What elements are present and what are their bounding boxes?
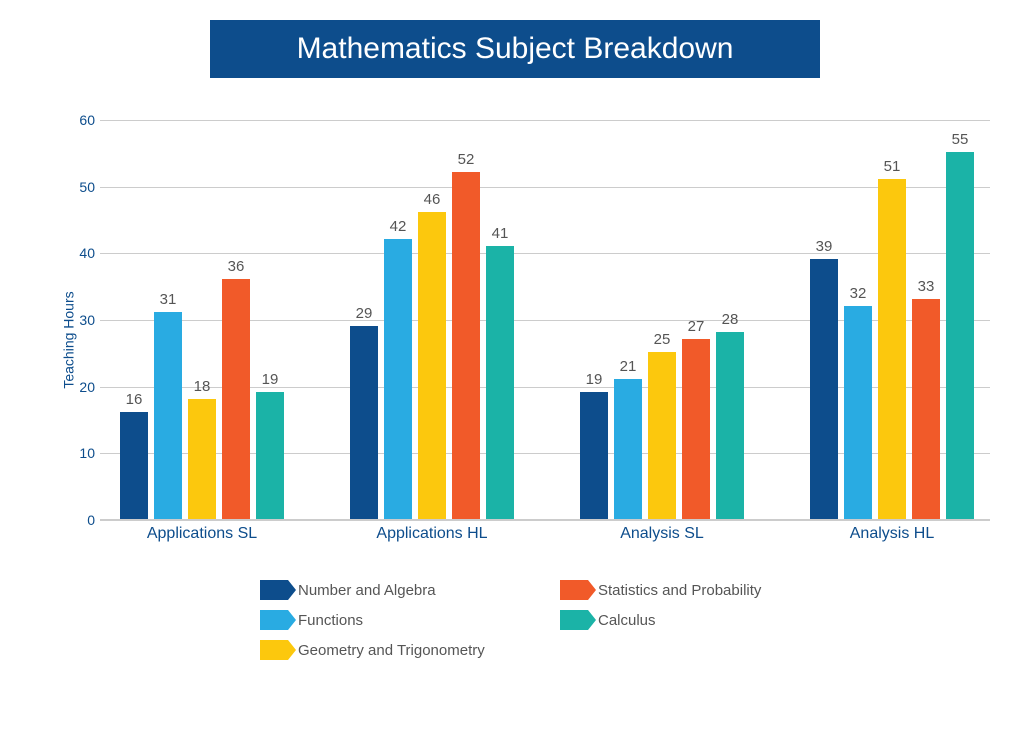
gridline (100, 120, 990, 121)
bar-value-label: 36 (228, 258, 245, 279)
legend-item: Geometry and Trigonometry (260, 640, 560, 660)
bar: 36 (222, 279, 250, 519)
legend-marker (260, 580, 288, 600)
bar-value-label: 32 (850, 285, 867, 306)
bar: 31 (154, 312, 182, 519)
bar: 19 (256, 392, 284, 519)
y-tick-label: 30 (70, 312, 95, 328)
bar: 27 (682, 339, 710, 519)
bar-value-label: 46 (424, 191, 441, 212)
bar: 42 (384, 239, 412, 519)
bar: 28 (716, 332, 744, 519)
bar: 18 (188, 399, 216, 519)
gridline (100, 253, 990, 254)
y-tick-label: 10 (70, 445, 95, 461)
legend-item: Calculus (560, 610, 761, 630)
legend-marker (260, 610, 288, 630)
bar: 29 (350, 326, 378, 519)
y-tick-label: 60 (70, 112, 95, 128)
y-tick-label: 0 (70, 512, 95, 528)
legend-label: Calculus (598, 612, 656, 629)
x-tick-label: Applications HL (350, 525, 514, 543)
y-tick-label: 40 (70, 245, 95, 261)
gridline (100, 187, 990, 188)
bar-value-label: 29 (356, 305, 373, 326)
bar: 16 (120, 412, 148, 519)
bar: 46 (418, 212, 446, 519)
bar: 32 (844, 306, 872, 519)
legend-item: Number and Algebra (260, 580, 560, 600)
gridline (100, 520, 990, 521)
bar-value-label: 18 (194, 378, 211, 399)
legend-marker (560, 580, 588, 600)
bar-value-label: 19 (586, 371, 603, 392)
bar-value-label: 21 (620, 358, 637, 379)
legend-label: Functions (298, 612, 363, 629)
bar-value-label: 55 (952, 131, 969, 152)
y-axis-label: Teaching Hours (61, 291, 77, 388)
y-tick-label: 20 (70, 379, 95, 395)
bar-value-label: 51 (884, 158, 901, 179)
legend-item: Statistics and Probability (560, 580, 761, 600)
chart-legend: Number and Algebra Functions Geometry and … (260, 580, 860, 660)
bar: 52 (452, 172, 480, 519)
bar-value-label: 31 (160, 291, 177, 312)
bar-value-label: 52 (458, 151, 475, 172)
x-tick-label: Applications SL (120, 525, 284, 543)
bar-value-label: 16 (126, 391, 143, 412)
x-tick-label: Analysis HL (810, 525, 974, 543)
bar: 39 (810, 259, 838, 519)
legend-label: Geometry and Trigonometry (298, 642, 485, 659)
legend-marker (560, 610, 588, 630)
bar: 25 (648, 352, 676, 519)
chart-title-banner: Mathematics Subject Breakdown (210, 20, 820, 78)
chart-area: Teaching Hours 0102030405060163118361929… (70, 120, 990, 560)
bar: 41 (486, 246, 514, 519)
bar-value-label: 42 (390, 218, 407, 239)
bar: 55 (946, 152, 974, 519)
legend-marker (260, 640, 288, 660)
bar-value-label: 28 (722, 311, 739, 332)
x-tick-label: Analysis SL (580, 525, 744, 543)
bar-value-label: 25 (654, 331, 671, 352)
bar: 33 (912, 299, 940, 519)
bar-value-label: 39 (816, 238, 833, 259)
legend-label: Number and Algebra (298, 582, 436, 599)
legend-item: Functions (260, 610, 560, 630)
bar: 51 (878, 179, 906, 519)
y-tick-label: 50 (70, 179, 95, 195)
bar-value-label: 33 (918, 278, 935, 299)
chart-plot: 0102030405060163118361929424652411921252… (100, 120, 990, 520)
chart-title: Mathematics Subject Breakdown (297, 32, 734, 66)
bar-value-label: 41 (492, 225, 509, 246)
bar: 21 (614, 379, 642, 519)
legend-label: Statistics and Probability (598, 582, 761, 599)
bar-value-label: 27 (688, 318, 705, 339)
bar: 19 (580, 392, 608, 519)
bar-value-label: 19 (262, 371, 279, 392)
